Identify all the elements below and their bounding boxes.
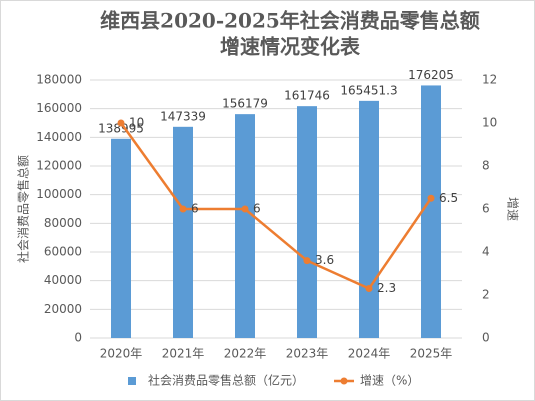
y-tick-label: 80000 [44,216,82,230]
y-tick-label: 100000 [36,187,82,201]
legend-label: 增速（%） [360,374,419,388]
line-value-label: 6.5 [439,191,458,205]
x-tick-label: 2025年 [410,347,453,361]
chart-title: 增速情况变化表 [220,35,361,59]
line-value-label: 10 [129,116,144,130]
line-value-label: 6 [253,202,261,216]
bar [235,114,255,338]
x-tick-label: 2020年 [100,347,143,361]
y2-tick-label: 10 [482,116,497,130]
bar [173,126,193,338]
x-tick-label: 2022年 [224,347,267,361]
line [119,122,433,291]
y-tick-label: 160000 [36,101,82,115]
line-point [365,285,373,293]
bar [421,85,441,338]
bar [111,138,131,338]
bar-value-label: 165451.3 [340,83,397,97]
x-tick-label: 2023年 [286,347,329,361]
y-axis-label: 社会消费品零售总额 [16,155,31,263]
bar [359,100,379,338]
y-tick-label: 20000 [44,302,82,316]
x-tick-label: 2021年 [162,347,205,361]
line-point [241,205,249,213]
bar [297,106,317,339]
line-point [427,194,435,202]
legend-swatch [128,377,136,385]
y2-tick-label: 2 [482,288,490,302]
bar-value-label: 161746 [284,89,330,103]
y2-tick-label: 4 [482,245,490,259]
bar-value-label: 138995 [98,121,144,135]
line-point [179,205,187,213]
y-tick-label: 180000 [36,73,82,87]
line-point [117,119,125,127]
x-tick-label: 2024年 [348,347,391,361]
line-value-label: 2.3 [377,281,396,295]
y2-tick-label: 12 [482,73,497,87]
line-value-label: 6 [191,202,199,216]
y2-axis-label: 增速 [506,197,520,221]
legend-label: 社会消费品零售总额（亿元） [148,373,304,388]
line-value-label: 3.6 [315,253,334,267]
chart-title: 维西县2020-2025年社会消费品零售总额 [100,9,480,33]
y-tick-label: 140000 [36,130,82,144]
y-tick-label: 60000 [44,245,82,259]
y-tick-label: 40000 [44,273,82,287]
y2-tick-label: 0 [482,331,490,345]
y-tick-label: 120000 [36,159,82,173]
y-tick-label: 0 [74,331,82,345]
line-point [303,257,311,265]
bar-value-label: 156179 [222,97,268,111]
bar-value-label: 176205 [408,68,454,82]
y2-tick-label: 8 [482,159,490,173]
y2-tick-label: 6 [482,202,490,216]
bar-value-label: 147339 [160,109,206,123]
legend-swatch [340,377,348,385]
